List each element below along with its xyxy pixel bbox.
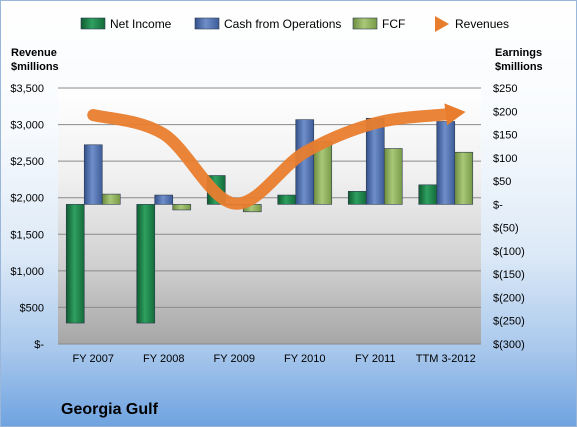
right-tick-label: $250 <box>493 83 517 95</box>
category-label: FY 2011 <box>355 353 396 365</box>
right-tick-label: $150 <box>493 130 517 142</box>
revenues-arrowhead <box>444 103 466 126</box>
category-label: FY 2007 <box>73 353 114 365</box>
revenues-line <box>87 108 452 210</box>
bar-net-income <box>277 194 297 205</box>
right-tick-label: $(150) <box>493 269 525 281</box>
right-tick-label: $- <box>493 199 503 211</box>
legend-swatch <box>80 17 106 30</box>
right-axis-title: Earnings $millions <box>495 47 543 73</box>
left-tick-label: $1,500 <box>10 229 44 241</box>
plot-area <box>58 88 481 344</box>
bar-cash-from-operations <box>83 144 103 205</box>
category-label: FY 2008 <box>143 353 184 365</box>
legend-label: Cash from Operations <box>224 17 341 31</box>
legend-label: FCF <box>382 17 405 31</box>
left-tick-label: $500 <box>20 302 44 314</box>
legend-arrow-icon <box>435 16 449 32</box>
category-label: FY 2010 <box>284 353 325 365</box>
right-tick-label: $100 <box>493 153 517 165</box>
bar-fcf <box>454 151 474 205</box>
bar-fcf <box>172 204 192 211</box>
left-tick-label: $3,500 <box>10 83 44 95</box>
bar-cash-from-operations <box>154 194 174 205</box>
bar-net-income <box>347 191 367 205</box>
left-tick-label: $3,000 <box>10 120 44 132</box>
left-tick-label: $1,000 <box>10 266 44 278</box>
left-tick-label: $- <box>34 339 44 351</box>
legend-swatch <box>194 17 220 30</box>
bar-net-income <box>136 204 156 324</box>
bar-cash-from-operations <box>365 117 385 205</box>
chart-title: Georgia Gulf <box>61 401 159 418</box>
right-tick-label: $50 <box>493 176 511 188</box>
right-tick-label: $(300) <box>493 339 525 351</box>
right-tick-label: $(50) <box>493 223 519 235</box>
legend-label: Revenues <box>455 17 509 31</box>
bar-net-income <box>418 184 438 205</box>
bar-fcf <box>383 148 403 205</box>
legend: Net Income Cash from Operations FCF Revenue… <box>80 16 509 32</box>
right-tick-label: $(200) <box>493 292 525 304</box>
bar-fcf <box>101 193 121 205</box>
legend-swatch <box>352 17 378 30</box>
bar-cash-from-operations <box>436 121 456 205</box>
left-axis-title: Revenue $millions <box>11 47 59 73</box>
legend-label: Net Income <box>110 17 172 31</box>
right-tick-label: $200 <box>493 106 517 118</box>
category-label: TTM 3-2012 <box>416 353 476 365</box>
right-tick-label: $(250) <box>493 316 525 328</box>
left-tick-label: $2,000 <box>10 193 44 205</box>
left-tick-label: $2,500 <box>10 156 44 168</box>
category-label: FY 2009 <box>214 353 255 365</box>
right-tick-label: $(100) <box>493 246 525 258</box>
bar-net-income <box>65 204 85 324</box>
